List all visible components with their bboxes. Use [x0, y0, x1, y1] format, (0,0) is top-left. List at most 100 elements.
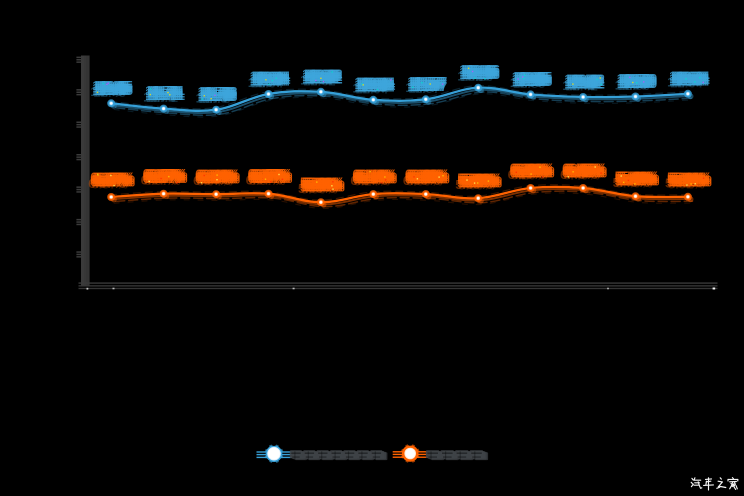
svg-text:6.07%: 6.07%: [250, 171, 287, 186]
svg-text:12.42: 12.42: [564, 74, 597, 89]
svg-text:11.57: 11.57: [407, 74, 439, 89]
svg-text:6.37%: 6.37%: [90, 172, 127, 187]
svg-text:11.73: 11.73: [198, 89, 230, 104]
svg-text:6.37%: 6.37%: [96, 172, 133, 187]
svg-text:12.04: 12.04: [252, 69, 285, 84]
svg-text:12.04: 12.04: [361, 77, 394, 92]
svg-text:6.37%: 6.37%: [98, 175, 135, 190]
svg-text:5.01%: 5.01%: [667, 172, 704, 187]
svg-text:6.29%: 6.29%: [512, 161, 549, 176]
svg-text:12.62: 12.62: [304, 69, 337, 84]
svg-text:12.45: 12.45: [98, 78, 131, 93]
svg-text:6.07%: 6.07%: [252, 166, 289, 181]
svg-text:13.16: 13.16: [467, 67, 500, 82]
svg-text:5.89%: 5.89%: [457, 171, 494, 186]
svg-text:6.45%: 6.45%: [566, 163, 603, 178]
svg-text:12.04: 12.04: [357, 74, 390, 89]
svg-text:12.50: 12.50: [621, 74, 654, 89]
svg-text:11.71: 11.71: [151, 88, 183, 103]
svg-text:5.01%: 5.01%: [675, 169, 712, 184]
svg-text:11.57: 11.57: [408, 81, 440, 96]
svg-text:6.45%: 6.45%: [570, 163, 607, 178]
svg-text:6.37%: 6.37%: [92, 172, 129, 187]
svg-text:6.07%: 6.07%: [250, 169, 287, 184]
svg-text:6.14%: 6.14%: [360, 169, 397, 184]
svg-text:5.49%: 5.49%: [617, 174, 654, 189]
svg-text:12.50: 12.50: [619, 76, 652, 91]
svg-text:5.49%: 5.49%: [623, 171, 660, 186]
svg-text:12.04: 12.04: [355, 77, 388, 92]
svg-text:12.42: 12.42: [570, 77, 603, 92]
svg-text:5.49%: 5.49%: [623, 169, 660, 184]
svg-text:11.57: 11.57: [409, 79, 441, 94]
svg-text:12.04: 12.04: [248, 75, 281, 90]
svg-text:11.71: 11.71: [153, 88, 185, 103]
svg-text:12.04: 12.04: [359, 74, 392, 89]
svg-text:6.09%: 6.09%: [409, 169, 446, 184]
svg-text:12.85: 12.85: [518, 74, 551, 89]
svg-text:6.37%: 6.37%: [96, 175, 133, 190]
svg-text:13.16: 13.16: [463, 67, 496, 82]
svg-text:11.57: 11.57: [405, 80, 437, 95]
svg-text:11.71: 11.71: [145, 88, 177, 103]
svg-text:5.99%: 5.99%: [306, 177, 343, 192]
svg-text:12.45: 12.45: [96, 80, 129, 95]
svg-text:6.14%: 6.14%: [354, 169, 391, 184]
svg-text:12.85: 12.85: [518, 69, 551, 84]
svg-text:12.62: 12.62: [308, 71, 341, 86]
svg-text:12.64: 12.64: [671, 73, 704, 88]
svg-text:5.49%: 5.49%: [623, 174, 660, 189]
svg-text:6.09%: 6.09%: [409, 167, 446, 182]
svg-text:6.07%: 6.07%: [147, 171, 184, 186]
svg-text:5.99%: 5.99%: [300, 177, 337, 192]
svg-text:11.73: 11.73: [202, 89, 234, 104]
svg-text:12.45: 12.45: [100, 83, 133, 98]
svg-text:11.71: 11.71: [151, 86, 183, 101]
svg-text:11.73: 11.73: [200, 87, 232, 102]
svg-text:6.07%: 6.07%: [147, 166, 184, 181]
svg-text:5.89%: 5.89%: [459, 171, 496, 186]
svg-text:5.89%: 5.89%: [458, 178, 495, 193]
svg-text:12.04: 12.04: [361, 74, 394, 89]
svg-text:6.07%: 6.07%: [248, 171, 285, 186]
svg-text:6.04%: 6.04%: [203, 167, 240, 182]
svg-text:12.62: 12.62: [310, 71, 343, 86]
svg-text:6.07%: 6.07%: [149, 169, 186, 184]
svg-text:12.62: 12.62: [306, 71, 339, 86]
svg-text:6.04%: 6.04%: [203, 169, 240, 184]
svg-text:5.01%: 5.01%: [665, 176, 702, 191]
svg-text:11.57: 11.57: [413, 76, 445, 91]
svg-text:6.14%: 6.14%: [360, 167, 397, 182]
svg-text:5.49%: 5.49%: [621, 174, 658, 189]
svg-text:6.09%: 6.09%: [405, 167, 442, 182]
svg-text:6.09%: 6.09%: [411, 172, 448, 187]
svg-text:11.71: 11.71: [153, 86, 185, 101]
svg-text:6.45%: 6.45%: [562, 163, 599, 178]
svg-text:12.62: 12.62: [308, 66, 341, 81]
svg-text:6.04%: 6.04%: [195, 167, 232, 182]
svg-text:11.57: 11.57: [415, 76, 447, 91]
svg-text:6.07%: 6.07%: [256, 169, 293, 184]
svg-text:12.04: 12.04: [251, 76, 284, 91]
svg-text:11.73: 11.73: [202, 84, 234, 99]
svg-text:12.45: 12.45: [96, 83, 129, 98]
svg-text:5.01%: 5.01%: [668, 176, 705, 191]
svg-text:6.07%: 6.07%: [256, 166, 293, 181]
svg-text:12.04: 12.04: [359, 79, 392, 94]
svg-text:12.64: 12.64: [675, 71, 708, 86]
svg-text:13.16: 13.16: [459, 65, 492, 80]
svg-text:6.14%: 6.14%: [356, 169, 393, 184]
svg-text:12.50: 12.50: [617, 71, 650, 86]
svg-text:6.29%: 6.29%: [518, 161, 555, 176]
svg-text:12.04: 12.04: [254, 69, 287, 84]
svg-text:5.01%: 5.01%: [673, 169, 710, 184]
svg-text:6.09%: 6.09%: [403, 173, 440, 188]
svg-text:6.04%: 6.04%: [199, 167, 236, 182]
svg-text:12.04: 12.04: [363, 74, 396, 89]
svg-text:13.16: 13.16: [463, 65, 496, 80]
svg-text:12.45: 12.45: [94, 78, 127, 93]
svg-text:5.01%: 5.01%: [667, 169, 704, 184]
svg-text:12.64: 12.64: [677, 68, 710, 83]
svg-text:6.07%: 6.07%: [143, 169, 180, 184]
svg-text:11.57: 11.57: [409, 76, 441, 91]
